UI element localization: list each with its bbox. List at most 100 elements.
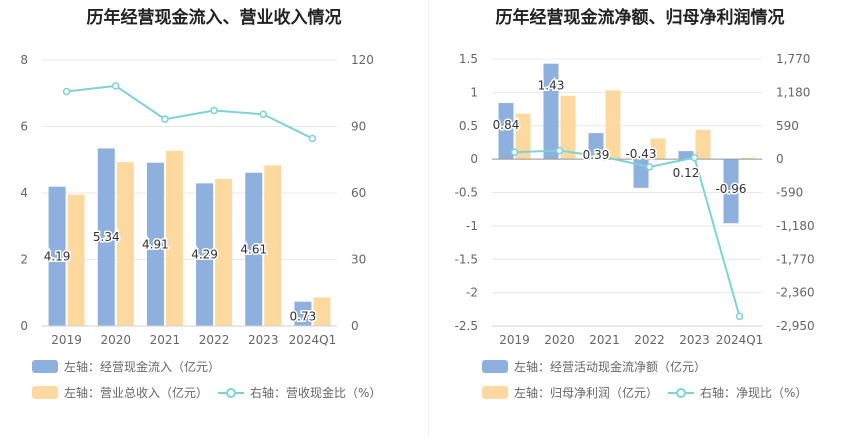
x-tick: 2023 — [679, 333, 710, 347]
legend-item-right-1[interactable]: 左轴：归母净利润（亿元） — [482, 384, 658, 401]
line-point — [161, 115, 169, 123]
bar-primary — [588, 133, 604, 160]
line-point — [259, 110, 267, 119]
bar-secondary — [695, 129, 711, 160]
line-point — [62, 87, 71, 96]
data-label: -0.96 — [715, 182, 746, 196]
y-tick-right: 0 — [776, 152, 784, 166]
y-tick-left: 0.5 — [459, 119, 478, 133]
line-series — [66, 84, 313, 140]
legend-swatch-line — [668, 386, 694, 399]
x-tick: 2019 — [51, 333, 82, 347]
bar-secondary — [515, 113, 531, 160]
bar-primary — [498, 103, 514, 160]
y-tick-right: 590 — [776, 119, 799, 133]
y-tick-left: -1 — [466, 219, 478, 233]
line-series — [514, 149, 741, 317]
legend-item-left-1[interactable]: 左轴：营业总收入（亿元） — [32, 384, 208, 401]
x-tick: 2021 — [589, 333, 620, 347]
y-tick-left: 8 — [20, 53, 28, 67]
bar-primary — [146, 162, 164, 326]
bar-secondary — [215, 179, 233, 326]
y-tick-left: 4 — [20, 186, 28, 200]
data-label: -0.43 — [625, 147, 656, 161]
x-tick: 2022 — [634, 333, 665, 347]
y-tick-right: 90 — [351, 120, 366, 134]
y-tick-right: 30 — [351, 253, 366, 267]
y-tick-right: -590 — [776, 186, 803, 200]
x-tick: 2020 — [544, 333, 575, 347]
y-tick-left: 1.5 — [459, 52, 478, 66]
bar-primary — [678, 151, 694, 160]
line-point — [112, 82, 120, 90]
bar-secondary — [67, 194, 85, 326]
y-tick-left: 1 — [470, 85, 478, 99]
bar-primary — [294, 301, 312, 326]
panel-divider — [428, 0, 429, 437]
legend-item-right-0[interactable]: 左轴：经营活动现金流净额（亿元） — [482, 358, 706, 375]
line-point — [600, 153, 609, 161]
bar-secondary — [560, 95, 576, 160]
line-point — [210, 106, 218, 115]
y-tick-left: -0.5 — [455, 186, 478, 200]
y-tick-left: -1.5 — [455, 252, 478, 266]
x-tick: 2022 — [199, 333, 230, 347]
legend-swatch-bar-secondary — [32, 386, 58, 399]
legend-label: 右轴：营收现金比（%） — [250, 386, 382, 400]
bar-secondary — [264, 165, 282, 326]
data-label: 1.43 — [538, 79, 565, 93]
data-label: 0.73 — [290, 310, 317, 324]
chart-panel-left: 历年经营现金流入、营业收入情况 0 2 4 6 8 0 30 60 90 120 2019 2020 2… — [20, 8, 381, 401]
y-tick-right: 60 — [351, 186, 366, 200]
y-tick-left: 0 — [20, 319, 28, 333]
data-label: 0.84 — [493, 118, 520, 132]
x-tick: 2020 — [100, 333, 131, 347]
legend-label: 左轴：营业总收入（亿元） — [64, 386, 209, 400]
line-point — [690, 153, 699, 162]
bar-secondary — [605, 90, 621, 160]
legend-swatch-bar-primary — [482, 360, 508, 373]
legend-label: 左轴：经营活动现金流净额（亿元） — [514, 360, 707, 374]
data-label: 4.61 — [240, 242, 267, 256]
x-tick: 2021 — [150, 333, 181, 347]
bar-secondary — [165, 150, 183, 326]
y-tick-right: -1,180 — [776, 219, 815, 233]
legend-swatch-line — [218, 386, 244, 399]
chart-title-left: 历年经营现金流入、营业收入情况 — [86, 8, 342, 28]
data-label: 5.34 — [93, 230, 120, 244]
legend-label: 左轴：经营现金流入（亿元） — [64, 360, 221, 374]
bar-primary — [723, 159, 739, 224]
line-point — [555, 146, 564, 155]
line-point — [308, 134, 317, 143]
y-tick-left: 6 — [20, 120, 28, 134]
bar-primary — [48, 186, 66, 326]
y-tick-right: 120 — [351, 53, 374, 67]
chart-title-right: 历年经营现金流净额、归母净利润情况 — [495, 8, 785, 28]
bar-secondary — [740, 157, 756, 160]
data-label: 0.12 — [673, 166, 700, 180]
y-tick-left: -2 — [466, 286, 478, 300]
y-tick-right: 1,180 — [776, 85, 810, 99]
legend-item-left-2[interactable]: 右轴：营收现金比（%） — [218, 384, 381, 401]
x-tick: 2024Q1 — [289, 333, 337, 347]
y-tick-left: 2 — [20, 253, 28, 267]
legend-item-right-2[interactable]: 右轴：净现比（%） — [668, 384, 807, 401]
y-tick-right: 0 — [351, 319, 359, 333]
legend-item-left-0[interactable]: 左轴：经营现金流入（亿元） — [32, 358, 220, 375]
legend-swatch-bar-secondary — [482, 386, 508, 399]
bar-secondary — [313, 297, 331, 326]
bar-primary — [97, 148, 115, 326]
y-tick-right: -2,360 — [776, 286, 815, 300]
bar-primary — [196, 183, 214, 326]
y-tick-left: -2.5 — [455, 319, 478, 333]
x-tick: 2024Q1 — [716, 333, 764, 347]
bar-secondary — [650, 138, 666, 160]
data-label: 4.91 — [142, 237, 169, 251]
bar-secondary — [116, 162, 134, 326]
legend-label: 右轴：净现比（%） — [700, 386, 808, 400]
y-tick-right: 1,770 — [776, 52, 810, 66]
chart-svg-right: 1.5 1 0.5 0 -0.5 -1 -1.5 -2 -2.5 1,770 1,180 590 0 -5… — [455, 52, 815, 347]
chart-svg-left: 0 2 4 6 8 0 30 60 90 120 2019 2020 2021 2022 2023 2024Q… — [20, 53, 374, 347]
y-tick-right: -2,950 — [776, 319, 815, 333]
data-label: 4.19 — [44, 249, 71, 263]
